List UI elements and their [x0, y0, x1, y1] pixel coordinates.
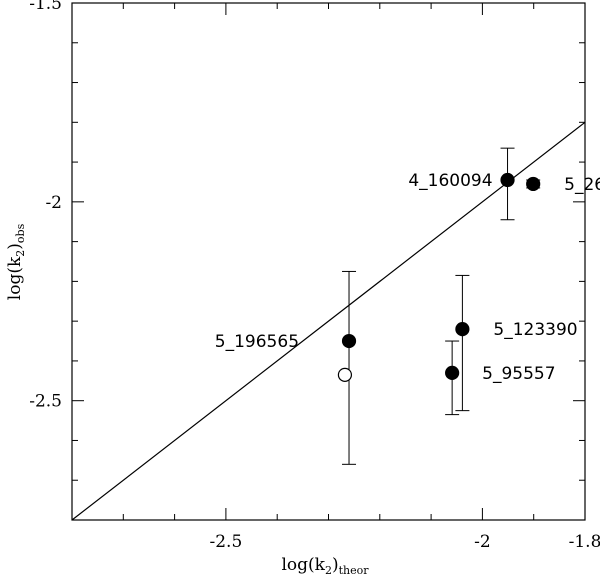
data-point-filled	[526, 176, 541, 192]
y-axis-title-sub-num: 2	[14, 250, 27, 257]
data-point-filled	[341, 333, 357, 349]
data-point-group: 5_95557	[445, 340, 556, 416]
x-tick-label: -1.8	[569, 532, 600, 552]
data-point-filled	[455, 322, 470, 337]
point-label: 5_266131	[564, 175, 600, 195]
x-axis-title-close: )	[332, 555, 339, 575]
y-axis-title-main: log(k	[5, 256, 25, 300]
x-axis-title: log(k2)theor	[281, 555, 369, 577]
y-axis-title: log(k2)obs	[5, 223, 27, 300]
identity-line	[71, 121, 586, 521]
y-tick-label: -1.5	[29, 0, 62, 14]
x-tick-label: -2	[474, 532, 491, 552]
y-axis-title-close: )	[5, 243, 25, 250]
point-label: 5_123390	[493, 320, 577, 340]
data-point-group	[337, 367, 353, 382]
data-point-filled	[445, 365, 460, 380]
x-axis-title-sub: theor	[339, 564, 370, 577]
x-axis-title-main: log(k	[281, 555, 325, 575]
plot-frame	[71, 2, 586, 521]
y-tick-label: -2	[45, 193, 62, 213]
y-axis-title-sub: obs	[14, 223, 27, 243]
y-tick-label: -2.5	[29, 392, 62, 412]
point-label: 4_160094	[408, 171, 492, 191]
data-point-group: 5_123390	[455, 274, 578, 412]
data-point-open	[337, 367, 353, 382]
data-point-filled	[500, 172, 515, 188]
data-point-group: 5_196565	[215, 270, 357, 465]
data-point-group: 4_160094	[408, 147, 515, 221]
x-tick-label: -2.5	[210, 532, 243, 552]
point-label: 5_95557	[482, 364, 555, 384]
x-axis-title-sub-num: 2	[325, 564, 332, 577]
point-label: 5_196565	[215, 332, 299, 352]
data-point-group: 5_266131	[526, 175, 600, 195]
